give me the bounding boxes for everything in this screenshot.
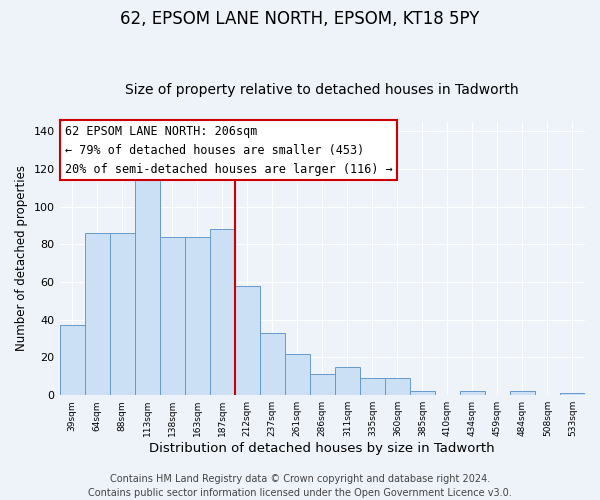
Bar — [185, 237, 209, 395]
Bar — [260, 333, 285, 395]
Bar — [460, 392, 485, 395]
Bar — [110, 233, 134, 395]
Bar — [385, 378, 410, 395]
Title: Size of property relative to detached houses in Tadworth: Size of property relative to detached ho… — [125, 83, 519, 97]
Bar — [285, 354, 310, 395]
Bar — [235, 286, 260, 395]
Bar — [134, 172, 160, 395]
Bar — [335, 367, 360, 395]
Text: 62, EPSOM LANE NORTH, EPSOM, KT18 5PY: 62, EPSOM LANE NORTH, EPSOM, KT18 5PY — [121, 10, 479, 28]
Y-axis label: Number of detached properties: Number of detached properties — [15, 166, 28, 352]
Bar — [510, 392, 535, 395]
Bar — [59, 326, 85, 395]
Text: Contains HM Land Registry data © Crown copyright and database right 2024.
Contai: Contains HM Land Registry data © Crown c… — [88, 474, 512, 498]
Bar — [85, 233, 110, 395]
Text: 62 EPSOM LANE NORTH: 206sqm
← 79% of detached houses are smaller (453)
20% of se: 62 EPSOM LANE NORTH: 206sqm ← 79% of det… — [65, 124, 392, 176]
Bar — [410, 392, 435, 395]
Bar — [160, 237, 185, 395]
Bar — [209, 230, 235, 395]
Bar — [310, 374, 335, 395]
Bar — [560, 394, 585, 395]
X-axis label: Distribution of detached houses by size in Tadworth: Distribution of detached houses by size … — [149, 442, 495, 455]
Bar — [360, 378, 385, 395]
